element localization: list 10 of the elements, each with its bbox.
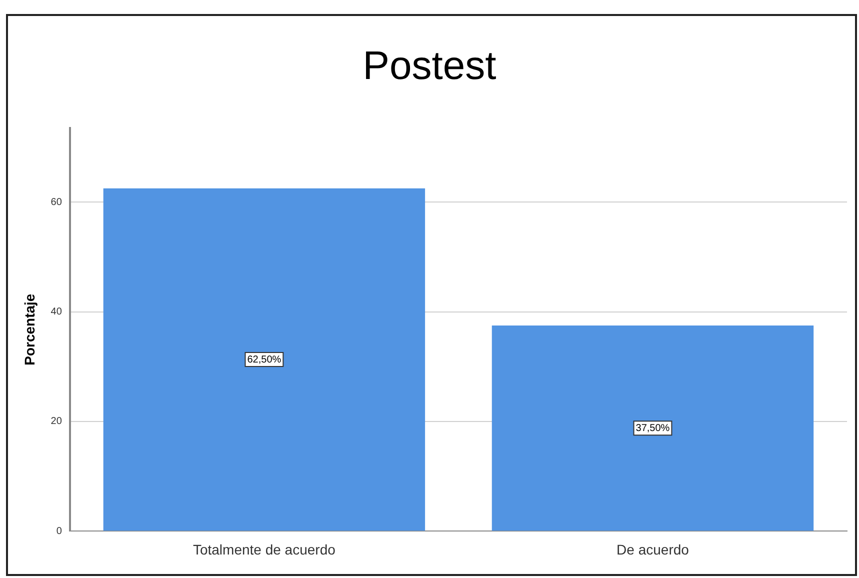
y-tick-label: 60 [50, 196, 62, 208]
y-tick-label: 0 [56, 526, 62, 537]
x-tick-label: De acuerdo [616, 541, 690, 558]
x-tick-label: Totalmente de acuerdo [192, 541, 336, 558]
chart-title: Postest [362, 44, 498, 89]
y-tick-label: 20 [50, 416, 62, 428]
y-tick-label: 40 [50, 306, 62, 318]
data-label: 37,50% [636, 422, 670, 434]
y-axis-title: Porcentaje [21, 294, 38, 366]
data-label: 62,50% [247, 354, 282, 366]
